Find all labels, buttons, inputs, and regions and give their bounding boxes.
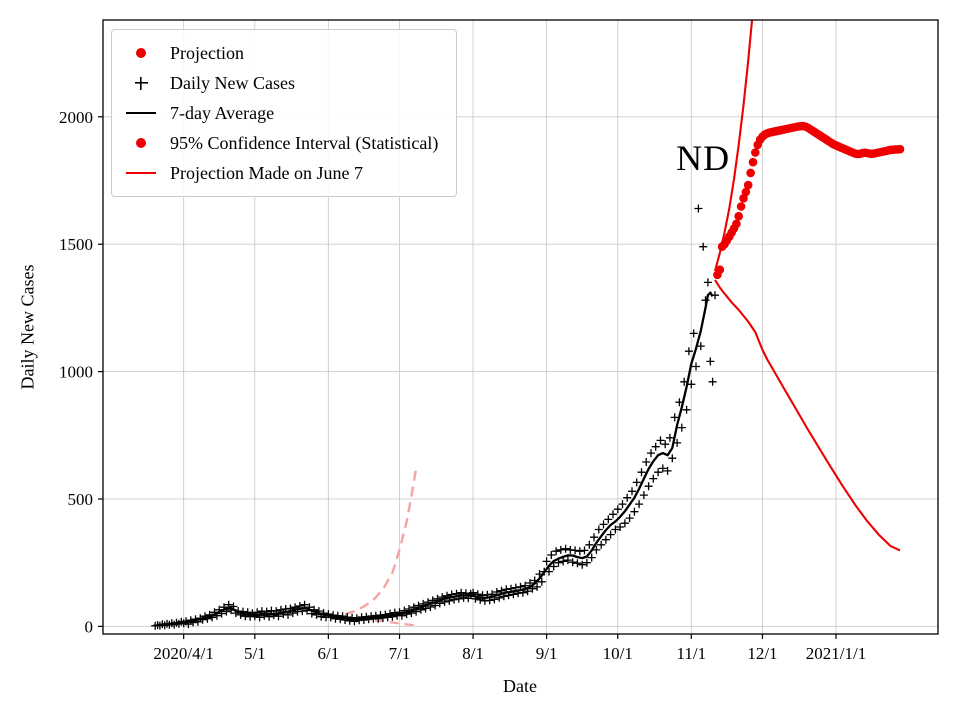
y-axis-label: Daily New Cases xyxy=(17,264,38,390)
legend-item-label: Projection xyxy=(170,42,244,63)
projection-dot xyxy=(741,187,751,197)
projection-dot-icon xyxy=(122,48,160,58)
state-annotation: ND xyxy=(676,137,731,178)
y-tick-label: 500 xyxy=(68,490,94,509)
legend: Projection Daily New Cases 7-day Average… xyxy=(111,29,458,197)
x-tick-label: 9/1 xyxy=(536,644,558,663)
legend-item-7day-average: 7-day Average xyxy=(122,98,438,128)
projection-dot xyxy=(743,180,753,190)
y-tick-label: 2000 xyxy=(59,108,93,127)
plot-border xyxy=(102,19,939,635)
series-june7-ci-upper xyxy=(344,468,418,616)
series-projection xyxy=(713,121,905,280)
plot-area xyxy=(151,20,905,630)
projection-dot xyxy=(734,211,743,221)
plus-marker-icon xyxy=(122,77,160,90)
x-axis-label: Date xyxy=(503,676,537,696)
ci-dot-icon xyxy=(122,138,160,148)
legend-item-june7-projection: Projection Made on June 7 xyxy=(122,158,438,188)
x-tick-label: 6/1 xyxy=(317,644,339,663)
series-daily-new-cases xyxy=(151,204,719,630)
legend-item-label: Daily New Cases xyxy=(170,72,295,93)
projection-dot xyxy=(895,144,905,154)
x-tick-label: 2021/1/1 xyxy=(806,644,866,663)
projection-dot xyxy=(732,219,741,229)
legend-item-daily-new-cases: Daily New Cases xyxy=(122,68,438,98)
projection-dot xyxy=(746,168,755,178)
x-tick-label: 11/1 xyxy=(676,644,706,663)
gridlines xyxy=(103,20,938,634)
legend-item-label: 7-day Average xyxy=(170,102,275,123)
x-tick-label: 5/1 xyxy=(244,644,266,663)
red-line-marker-icon xyxy=(122,172,160,174)
projection-dot xyxy=(715,265,725,275)
y-tick-label: 0 xyxy=(85,617,94,636)
y-tick-label: 1000 xyxy=(59,363,93,382)
x-tick-label: 10/1 xyxy=(603,644,633,663)
projection-dot xyxy=(748,157,758,167)
y-tick-label: 1500 xyxy=(59,235,93,254)
black-line-marker-icon xyxy=(122,112,160,114)
legend-item-confidence-interval: 95% Confidence Interval (Statistical) xyxy=(122,128,438,158)
projection-dot xyxy=(736,202,746,211)
legend-item-label: Projection Made on June 7 xyxy=(170,162,363,183)
legend-item-projection: Projection xyxy=(122,38,438,68)
x-tick-label: 7/1 xyxy=(389,644,411,663)
series-june7-ci-lower xyxy=(344,616,417,627)
projection-dot xyxy=(751,148,760,157)
series-7day-average xyxy=(155,291,714,627)
x-tick-label: 2020/4/1 xyxy=(153,644,213,663)
legend-item-label: 95% Confidence Interval (Statistical) xyxy=(170,132,439,153)
x-tick-label: 8/1 xyxy=(462,644,484,663)
series-ci-lower xyxy=(714,279,901,552)
x-tick-label: 12/1 xyxy=(747,644,777,663)
